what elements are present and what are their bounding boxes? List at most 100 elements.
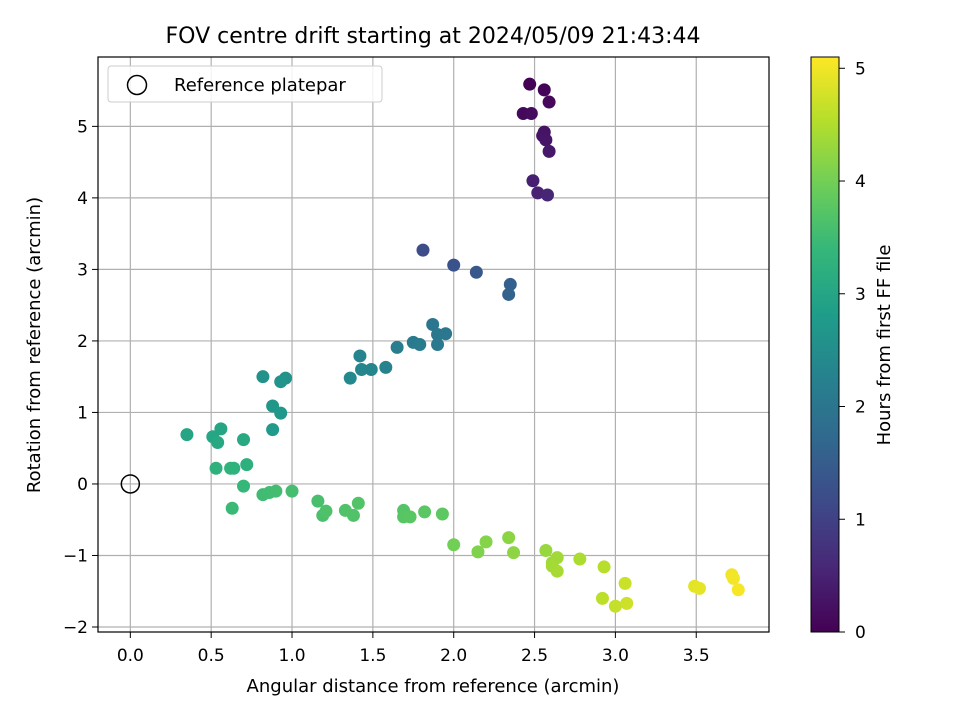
colorbar-label: Hours from first FF file [874, 245, 895, 446]
data-point [502, 287, 516, 301]
data-point [726, 571, 740, 585]
reference-point-marker [120, 474, 141, 494]
data-point [390, 340, 404, 354]
data-point [526, 174, 540, 188]
y-tick-label: 3 [77, 260, 88, 280]
data-point [471, 545, 485, 559]
data-point [269, 484, 283, 498]
data-point [539, 133, 553, 147]
data-point [595, 591, 609, 605]
x-tick-label: 0.0 [117, 646, 144, 666]
data-point [573, 552, 587, 566]
colorbar-tick-label: 4 [855, 172, 866, 192]
data-point [266, 423, 280, 437]
data-point [507, 546, 521, 560]
legend-marker-icon [126, 74, 148, 96]
y-axis-ticks: −2 −1 0 1 2 3 4 5 [63, 117, 98, 638]
y-tick-label: −2 [63, 618, 88, 638]
data-point [364, 363, 378, 377]
x-axis-label: Angular distance from reference (arcmin) [247, 676, 620, 697]
data-point [524, 106, 538, 120]
data-point [523, 77, 537, 91]
data-point [256, 370, 270, 384]
colorbar-tick-label: 1 [855, 510, 866, 530]
y-tick-label: 4 [77, 189, 88, 209]
y-tick-label: 1 [77, 403, 88, 423]
x-tick-label: 3.0 [602, 646, 629, 666]
data-point [319, 504, 333, 518]
data-point [413, 338, 427, 351]
y-tick-label: 2 [77, 332, 88, 352]
data-point [285, 484, 299, 498]
data-point [274, 375, 288, 389]
x-tick-label: 2.0 [440, 646, 467, 666]
data-point [531, 186, 545, 200]
data-point [355, 363, 369, 377]
data-point [240, 458, 254, 472]
colorbar-tick-label: 2 [855, 398, 866, 418]
data-point [227, 461, 241, 475]
x-axis-ticks: 0.0 0.5 1.0 1.5 2.0 2.5 3.0 3.5 [117, 632, 710, 666]
chart-title: FOV centre drift starting at 2024/05/09 … [166, 24, 701, 49]
data-point [209, 461, 223, 475]
data-point [731, 583, 745, 597]
data-point [351, 496, 365, 510]
data-point [608, 599, 622, 613]
data-point [426, 317, 440, 331]
data-point [537, 83, 551, 97]
data-point [550, 564, 564, 578]
x-tick-label: 2.5 [521, 646, 548, 666]
data-point [418, 505, 432, 519]
data-point [311, 494, 325, 508]
x-tick-label: 1.0 [279, 646, 306, 666]
colorbar-tick-label: 0 [855, 623, 866, 643]
data-point [503, 277, 517, 291]
scatter-points [180, 77, 745, 613]
x-tick-label: 3.5 [683, 646, 710, 666]
data-point [211, 435, 225, 449]
data-point [597, 560, 611, 574]
y-axis-label: Rotation from reference (arcmin) [24, 197, 45, 493]
data-point [469, 265, 483, 279]
colorbar-ticks: 0 1 2 3 4 5 [839, 59, 866, 643]
x-tick-label: 1.5 [359, 646, 386, 666]
y-tick-label: −1 [63, 546, 88, 566]
data-point [447, 258, 461, 272]
data-point [353, 349, 367, 363]
colorbar-tick-label: 3 [855, 285, 866, 305]
y-tick-label: 0 [77, 475, 88, 495]
data-point [540, 188, 554, 202]
data-point [539, 543, 553, 557]
data-point [237, 479, 251, 493]
data-point [692, 581, 706, 595]
data-point [435, 507, 449, 521]
data-point [180, 428, 194, 442]
data-point [447, 538, 461, 552]
data-point [479, 535, 493, 549]
plot-frame [97, 56, 770, 633]
y-tick-label: 5 [77, 117, 88, 137]
data-point [502, 531, 516, 545]
legend-label: Reference platepar [174, 75, 346, 96]
data-point [416, 243, 430, 257]
data-point [618, 576, 632, 590]
data-point [620, 596, 634, 610]
data-point [214, 422, 228, 436]
legend-box [107, 65, 383, 103]
colorbar-tick-label: 5 [855, 59, 866, 79]
data-point [343, 371, 357, 385]
data-point [439, 327, 453, 341]
data-point [542, 144, 556, 158]
data-point [346, 508, 360, 522]
colorbar [810, 56, 840, 633]
data-point [274, 406, 288, 420]
data-point [542, 95, 556, 109]
x-tick-label: 0.5 [198, 646, 225, 666]
data-point [237, 433, 251, 447]
data-point [379, 360, 393, 374]
data-point [403, 510, 417, 524]
legend: Reference platepar [107, 65, 383, 103]
grid-lines [98, 57, 769, 632]
